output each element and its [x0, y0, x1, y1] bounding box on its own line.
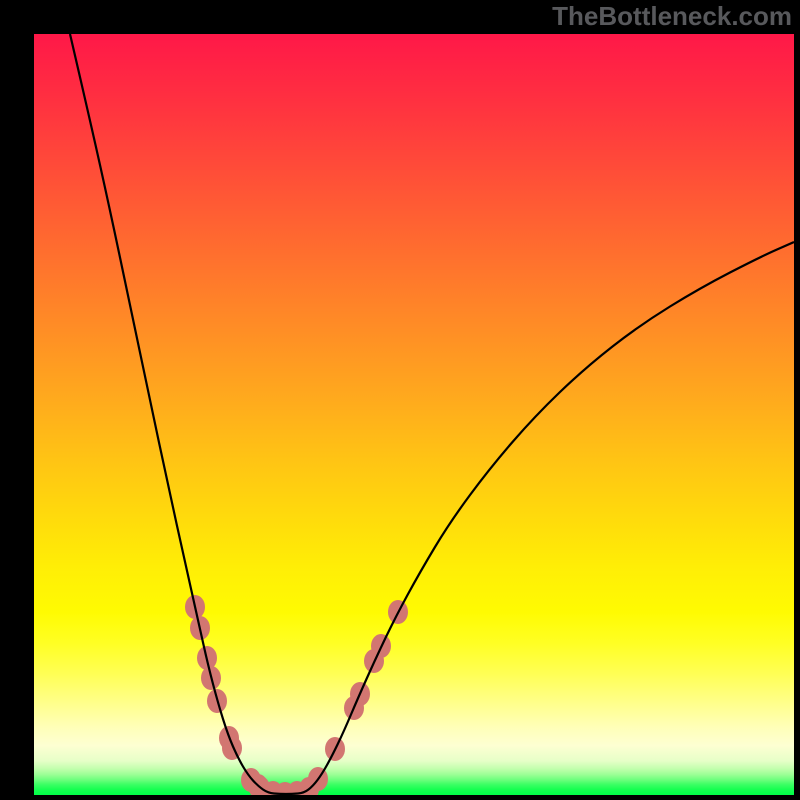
data-marker — [222, 736, 242, 760]
frame-right — [794, 0, 800, 800]
frame-bottom — [0, 795, 800, 800]
frame-left — [0, 0, 34, 800]
chart-svg — [0, 0, 800, 800]
gradient-background — [34, 34, 794, 795]
watermark-text: TheBottleneck.com — [552, 1, 792, 32]
plot-area — [0, 0, 800, 800]
